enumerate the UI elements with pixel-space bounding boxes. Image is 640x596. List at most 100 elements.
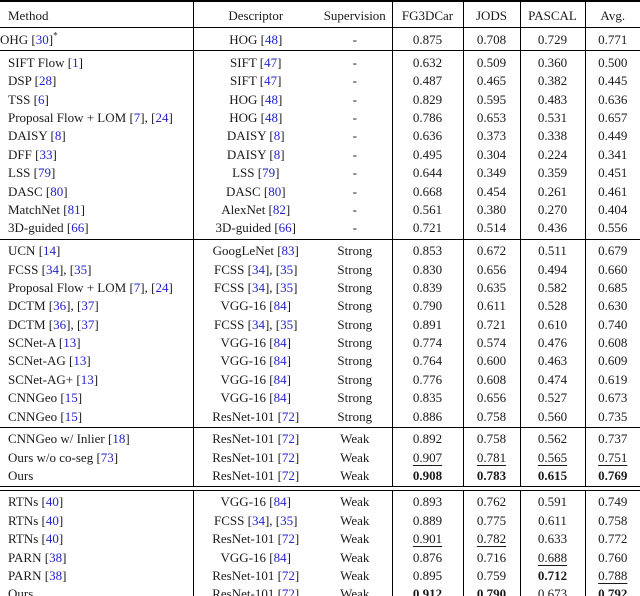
descriptor-cell: VGG-16 [84] [192, 547, 318, 567]
citation-link[interactable]: 15 [64, 408, 78, 424]
citation-link[interactable]: 13 [63, 335, 77, 351]
citation-link[interactable]: 66 [278, 220, 292, 236]
citation-link[interactable]: 36 [53, 316, 67, 332]
citation-link[interactable]: 8 [273, 128, 281, 144]
descriptor-cell: LSS [79] [192, 163, 318, 183]
score-cell-avg: 0.556 [584, 218, 640, 240]
score-cell-avg: 0.404 [584, 200, 640, 219]
citation-link[interactable]: 84 [273, 390, 287, 406]
supervision-cell: - [352, 183, 357, 199]
citation-link[interactable]: 30 [35, 32, 49, 48]
citation-link[interactable]: 84 [273, 335, 287, 351]
citation-link[interactable]: 79 [37, 165, 51, 181]
citation-link[interactable]: 48 [264, 32, 278, 48]
citation-link[interactable]: 72 [281, 586, 295, 596]
citation-link[interactable]: 6 [37, 91, 45, 107]
citation-link[interactable]: 47 [264, 54, 278, 70]
table-row: Ours ResNet-101 [72] Weak 0.912 0.790 0.673 0.… [0, 584, 640, 596]
citation-link[interactable]: 38 [49, 567, 63, 583]
citation-link[interactable]: 73 [100, 449, 114, 465]
citation-link[interactable]: 35 [280, 512, 294, 528]
score-cell-jods: 0.608 [462, 370, 520, 389]
citation-link[interactable]: 38 [49, 549, 63, 565]
citation-link[interactable]: 72 [281, 408, 295, 424]
citation-link[interactable]: 13 [80, 371, 94, 387]
citation-link[interactable]: 48 [264, 110, 278, 126]
descriptor-cell: VGG-16 [84] [192, 351, 318, 371]
citation-link[interactable]: 81 [67, 202, 81, 218]
citation-link[interactable]: 35 [280, 279, 294, 295]
score-cell-fg3dcar: 0.907 [391, 448, 463, 467]
citation-link[interactable]: 84 [273, 298, 287, 314]
citation-link[interactable]: 40 [45, 494, 59, 510]
citation-link[interactable]: 1 [72, 54, 79, 70]
citation-link[interactable]: 83 [281, 243, 295, 259]
citation-link[interactable]: 34 [251, 261, 265, 277]
citation-link[interactable]: 80 [50, 183, 64, 199]
score-cell-avg: 0.636 [584, 90, 640, 109]
citation-link[interactable]: 8 [54, 128, 62, 144]
method-cell: SIFT Flow [1] [0, 50, 193, 72]
citation-link[interactable]: 13 [73, 353, 87, 369]
citation-link[interactable]: 33 [39, 146, 53, 162]
supervision-cell: Weak [340, 494, 370, 510]
citation-link[interactable]: 7 [133, 279, 141, 295]
method-cell: OHG [30]* [0, 30, 58, 48]
score-cell-fg3dcar: 0.830 [391, 259, 463, 279]
supervision-cell: - [352, 73, 357, 89]
citation-link[interactable]: 66 [71, 220, 85, 236]
citation-link[interactable]: 79 [262, 165, 276, 181]
descriptor-cell: AlexNet [82] [192, 200, 318, 219]
score-cell-pascal: 0.528 [519, 296, 585, 316]
descriptor-cell: GoogLeNet [83] [192, 238, 318, 260]
citation-link[interactable]: 24 [155, 110, 169, 126]
score-cell-avg: 0.760 [584, 547, 640, 567]
citation-link[interactable]: 72 [281, 431, 295, 447]
citation-link[interactable]: 72 [281, 567, 295, 583]
citation-link[interactable]: 15 [64, 390, 78, 406]
citation-link[interactable]: 72 [281, 449, 295, 465]
method-cell: RTNs [40] [8, 531, 64, 547]
citation-link[interactable]: 37 [81, 298, 95, 314]
citation-link[interactable]: 40 [45, 512, 59, 528]
citation-link[interactable]: 84 [273, 494, 287, 510]
score-cell-jods: 0.783 [462, 466, 520, 487]
citation-link[interactable]: 72 [281, 531, 295, 547]
table-row: RTNs [40] VGG-16 [84] Weak 0.893 0.762 0.591 0… [0, 490, 640, 512]
citation-link[interactable]: 7 [133, 110, 141, 126]
citation-link[interactable]: 40 [45, 531, 59, 547]
citation-link[interactable]: 35 [74, 261, 88, 277]
citation-link[interactable]: 84 [273, 371, 287, 387]
score-cell-fg3dcar: 0.487 [391, 71, 463, 91]
citation-link[interactable]: 80 [268, 183, 282, 199]
citation-link[interactable]: 82 [272, 202, 286, 218]
citation-link[interactable]: 37 [81, 316, 95, 332]
method-cell: DSP [28] [8, 73, 57, 89]
citation-link[interactable]: 34 [251, 512, 265, 528]
method-cell: Ours w/o co-seg [73] [8, 449, 119, 465]
citation-link[interactable]: 47 [264, 73, 278, 89]
citation-link[interactable]: 14 [43, 243, 57, 259]
citation-link[interactable]: 72 [281, 468, 295, 484]
citation-link[interactable]: 34 [45, 261, 59, 277]
citation-link[interactable]: 34 [251, 316, 265, 332]
citation-link[interactable]: 84 [273, 549, 287, 565]
citation-link[interactable]: 24 [155, 279, 169, 295]
score-cell-fg3dcar: 0.764 [391, 351, 463, 371]
citation-link[interactable]: 36 [53, 298, 67, 314]
citation-link[interactable]: 35 [280, 261, 294, 277]
score-cell-avg: 0.609 [584, 351, 640, 371]
citation-link[interactable]: 28 [38, 73, 52, 89]
score-cell-jods: 0.716 [462, 547, 520, 567]
score-cell-pascal: 0.615 [519, 466, 585, 487]
table-row: Ours ResNet-101 [72] Weak 0.908 0.783 0.615 0.… [0, 466, 640, 487]
table-row: FCSS [34], [35] FCSS [34], [35] Strong 0.83… [0, 259, 640, 279]
method-cell: CNNGeo [15] [8, 408, 83, 424]
citation-link[interactable]: 48 [264, 91, 278, 107]
citation-link[interactable]: 35 [280, 316, 294, 332]
citation-link[interactable]: 8 [273, 146, 281, 162]
citation-link[interactable]: 84 [273, 353, 287, 369]
score-cell-pascal: 0.261 [519, 182, 585, 201]
citation-link[interactable]: 18 [112, 431, 126, 447]
citation-link[interactable]: 34 [251, 279, 265, 295]
